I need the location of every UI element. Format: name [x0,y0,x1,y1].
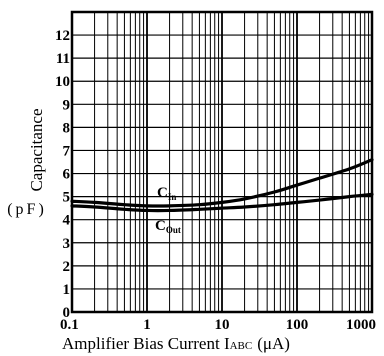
y-axis-label: Capacitance [27,108,46,191]
y-tick-label: 4 [63,213,71,229]
y-tick-label: 6 [63,167,71,183]
x-tick-label: 1 [143,317,151,333]
series-label-cin: CIn [157,185,176,202]
x-tick-label: 10 [215,317,230,333]
y-tick-label: 8 [63,120,71,136]
y-tick-label: 11 [56,51,70,67]
y-tick-label: 7 [63,143,71,159]
y-tick-label: 9 [63,97,71,113]
x-tick-labels: 0.1 1 10 100 1000 [60,317,376,333]
y-tick-label: 12 [55,28,70,44]
x-tick-label: 1000 [346,317,376,333]
y-tick-label: 5 [63,190,71,206]
x-axis-label: Amplifier Bias Current IABC (μA) [62,334,290,353]
series-label-cout: COut [155,218,181,235]
x-tick-label: 100 [286,317,309,333]
y-tick-label: 1 [63,282,71,298]
x-tick-label: 0.1 [60,317,79,333]
y-tick-label: 10 [55,74,70,90]
grid [72,12,372,312]
y-axis-unit: (pF) [7,201,47,218]
y-tick-label: 3 [63,236,71,252]
y-tick-label: 2 [63,259,71,275]
